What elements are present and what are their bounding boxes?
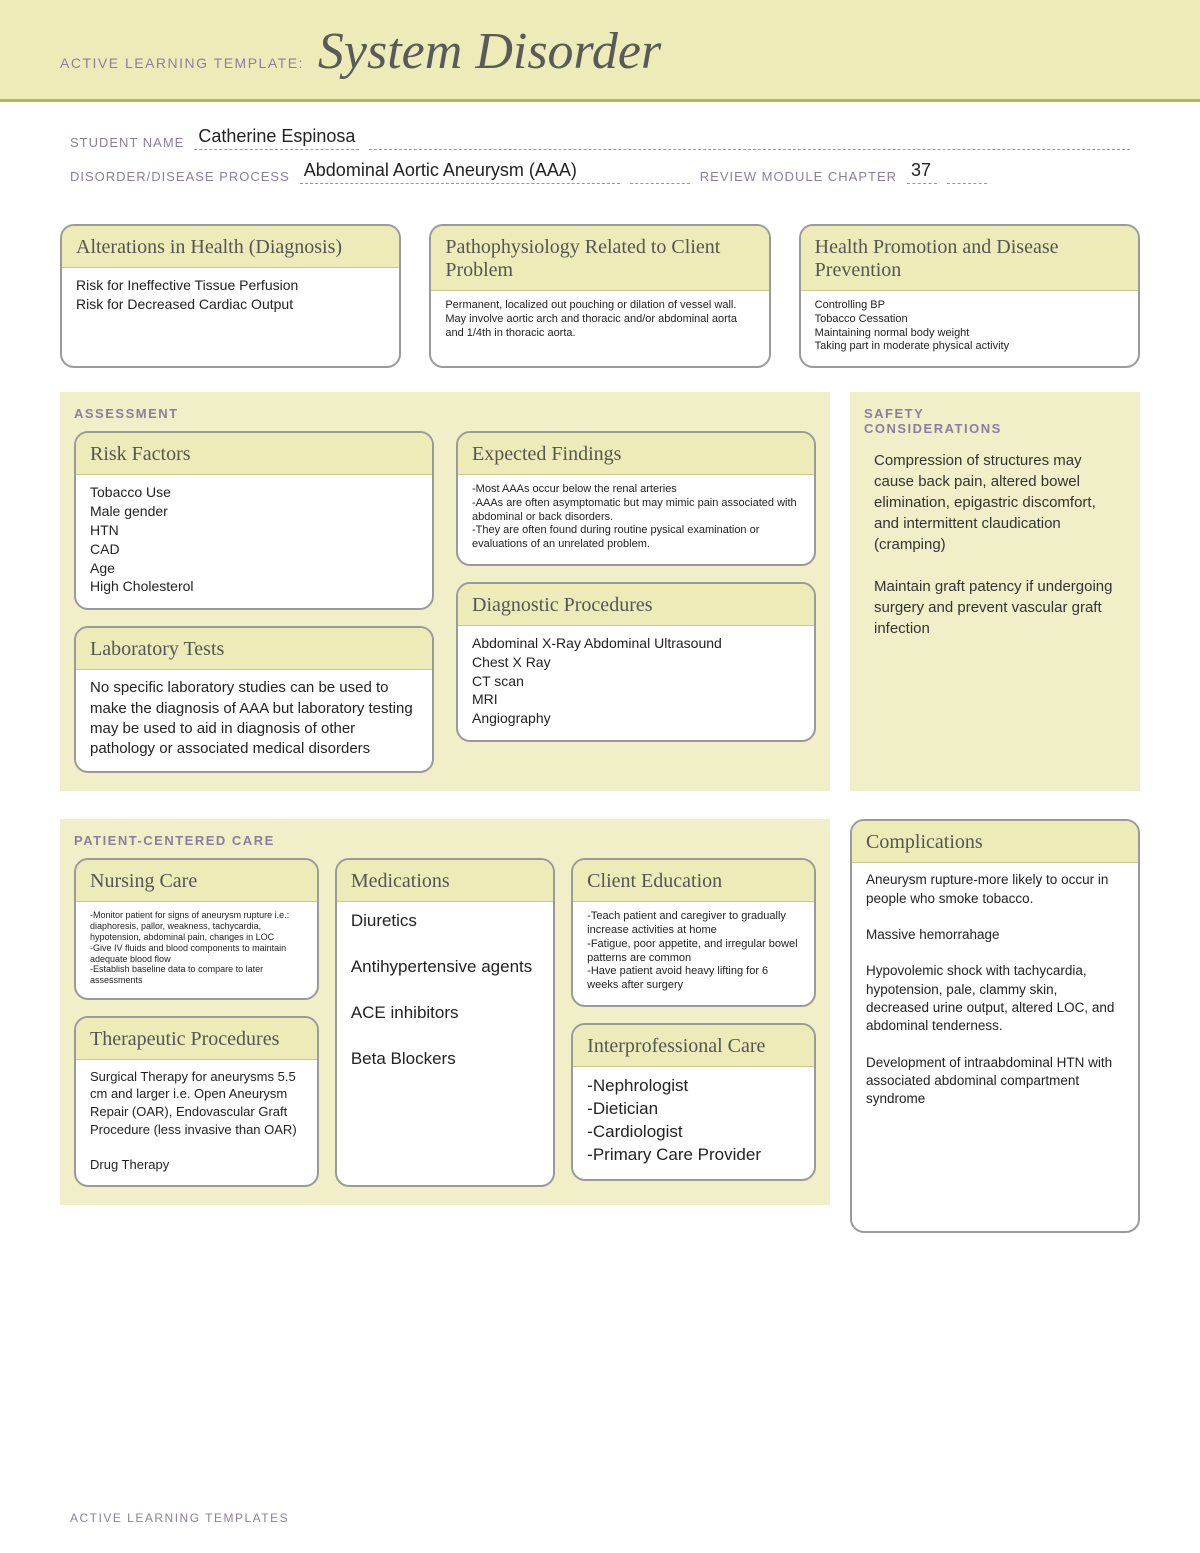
nursing-title: Nursing Care [76, 860, 317, 902]
education-title: Client Education [573, 860, 814, 902]
findings-box: Expected Findings -Most AAAs occur below… [456, 431, 816, 566]
pcc-row: PATIENT-CENTERED CARE Nursing Care -Moni… [60, 819, 1140, 1233]
top-row: Alterations in Health (Diagnosis) Risk f… [60, 224, 1140, 368]
safety-body: Compression of structures may cause back… [864, 446, 1126, 645]
meds-body: Diuretics Antihypertensive agents ACE in… [337, 902, 553, 1083]
risk-title: Risk Factors [76, 433, 432, 475]
inter-body: -Nephrologist -Dietician -Cardiologist -… [573, 1067, 814, 1179]
risk-box: Risk Factors Tobacco Use Male gender HTN… [74, 431, 434, 610]
safety-section: SAFETY CONSIDERATIONS Compression of str… [850, 392, 1140, 791]
footer-text: ACTIVE LEARNING TEMPLATES [70, 1511, 289, 1525]
nursing-box: Nursing Care -Monitor patient for signs … [74, 858, 319, 1000]
alterations-body: Risk for Ineffective Tissue Perfusion Ri… [62, 268, 399, 326]
diag-title: Diagnostic Procedures [458, 584, 814, 626]
disorder-value: Abdominal Aortic Aneurysm (AAA) [300, 160, 620, 184]
safety-label: SAFETY CONSIDERATIONS [864, 406, 1126, 436]
content: Alterations in Health (Diagnosis) Risk f… [0, 192, 1200, 1253]
meta-section: STUDENT NAME Catherine Espinosa DISORDER… [0, 102, 1200, 192]
chapter-blank [947, 166, 987, 184]
findings-title: Expected Findings [458, 433, 814, 475]
promotion-box: Health Promotion and Disease Prevention … [799, 224, 1140, 368]
therapeutic-title: Therapeutic Procedures [76, 1018, 317, 1060]
student-name-value: Catherine Espinosa [194, 126, 359, 150]
complications-title: Complications [852, 821, 1138, 863]
meds-box: Medications Diuretics Antihypertensive a… [335, 858, 555, 1187]
inter-title: Interprofessional Care [573, 1025, 814, 1067]
risk-body: Tobacco Use Male gender HTN CAD Age High… [76, 475, 432, 608]
pcc-section: PATIENT-CENTERED CARE Nursing Care -Moni… [60, 819, 830, 1205]
meds-title: Medications [337, 860, 553, 902]
assessment-row: ASSESSMENT Risk Factors Tobacco Use Male… [60, 392, 1140, 819]
banner-label: ACTIVE LEARNING TEMPLATE: [60, 55, 304, 71]
banner-title: System Disorder [318, 22, 661, 81]
chapter-label: REVIEW MODULE CHAPTER [700, 169, 897, 184]
assessment-section: ASSESSMENT Risk Factors Tobacco Use Male… [60, 392, 830, 791]
labs-title: Laboratory Tests [76, 628, 432, 670]
labs-body: No specific laboratory studies can be us… [76, 670, 432, 771]
therapeutic-body: Surgical Therapy for aneurysms 5.5 cm an… [76, 1060, 317, 1185]
inter-box: Interprofessional Care -Nephrologist -Di… [571, 1023, 816, 1181]
therapeutic-box: Therapeutic Procedures Surgical Therapy … [74, 1016, 319, 1187]
chapter-value: 37 [907, 160, 937, 184]
pcc-label: PATIENT-CENTERED CARE [74, 833, 816, 848]
education-box: Client Education -Teach patient and care… [571, 858, 816, 1007]
diag-body: Abdominal X-Ray Abdominal Ultrasound Che… [458, 626, 814, 740]
student-name-blank [369, 132, 1130, 150]
complications-box: Complications Aneurysm rupture-more like… [850, 819, 1140, 1233]
disorder-blank [630, 166, 690, 184]
findings-body: -Most AAAs occur below the renal arterie… [458, 475, 814, 564]
diag-box: Diagnostic Procedures Abdominal X-Ray Ab… [456, 582, 816, 742]
nursing-body: -Monitor patient for signs of aneurysm r… [76, 902, 317, 998]
patho-box: Pathophysiology Related to Client Proble… [429, 224, 770, 368]
assessment-label: ASSESSMENT [74, 406, 816, 421]
banner: ACTIVE LEARNING TEMPLATE: System Disorde… [0, 0, 1200, 102]
disorder-label: DISORDER/DISEASE PROCESS [70, 169, 290, 184]
alterations-title: Alterations in Health (Diagnosis) [62, 226, 399, 268]
page: ACTIVE LEARNING TEMPLATE: System Disorde… [0, 0, 1200, 1553]
labs-box: Laboratory Tests No specific laboratory … [74, 626, 434, 773]
patho-body: Permanent, localized out pouching or dil… [431, 291, 768, 352]
promotion-body: Controlling BP Tobacco Cessation Maintai… [801, 291, 1138, 366]
education-body: -Teach patient and caregiver to graduall… [573, 902, 814, 1005]
alterations-box: Alterations in Health (Diagnosis) Risk f… [60, 224, 401, 368]
complications-body: Aneurysm rupture-more likely to occur in… [852, 863, 1138, 1120]
promotion-title: Health Promotion and Disease Prevention [801, 226, 1138, 291]
patho-title: Pathophysiology Related to Client Proble… [431, 226, 768, 291]
student-name-label: STUDENT NAME [70, 135, 184, 150]
